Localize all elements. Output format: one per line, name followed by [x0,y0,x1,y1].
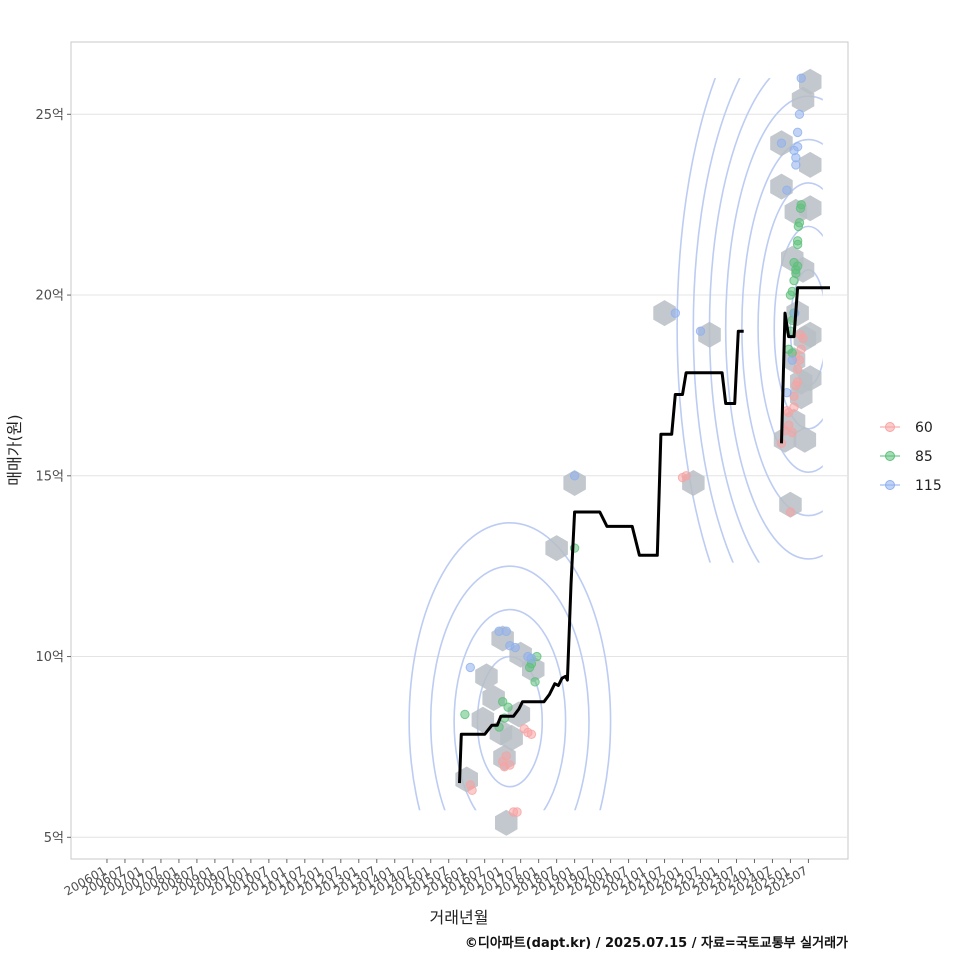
point-115 [787,355,797,365]
hexbin-cell [793,426,817,453]
density-contour [676,78,717,563]
caption: ©디아파트(dapt.kr) / 2025.07.15 / 자료=국토교통부 실… [465,935,848,951]
legend-label: 85 [915,449,933,465]
point-85 [791,265,801,275]
hexbin-cell [799,365,822,392]
point-85 [460,709,470,720]
point-60 [792,364,803,374]
point-60 [789,402,799,412]
point-60 [792,377,803,387]
y-axis-title: 매매가(원) [5,414,24,485]
x-axis: 2006012006072007012007072008012008072009… [62,859,810,899]
point-115 [791,152,801,163]
point-60 [785,507,796,517]
density-contour [741,138,823,517]
y-tick-label: 15억 [35,469,64,484]
point-85 [503,702,513,712]
point-60 [501,751,511,761]
point-115 [526,653,537,664]
point-115 [695,326,706,336]
density-contour [692,78,741,563]
hexbin-cell [563,470,586,496]
point-60 [467,785,477,796]
hexbin-cell [653,300,676,327]
density-contour [757,182,823,473]
y-tick-label: 25억 [35,108,64,123]
density-contour [453,608,567,811]
point-60 [512,807,522,817]
point-60 [526,729,537,739]
point-115 [569,471,580,481]
y-tick-label: 10억 [35,650,64,665]
x-axis-title: 거래년월 [430,908,489,927]
point-115 [792,142,803,152]
trend-line-2 [780,286,830,444]
point-115 [782,185,792,195]
point-85 [793,221,804,232]
point-60 [783,420,794,430]
hexbin-cell [799,151,822,178]
trend-lines [458,286,830,784]
y-axis: 5억 10억 15억 20억 25억 [35,108,71,846]
hexbin-cell [545,535,568,562]
plot-background [70,41,849,860]
legend-label: 115 [915,478,942,494]
legend-label: 60 [915,420,933,436]
point-85 [792,239,803,250]
point-60 [505,760,515,770]
grid-lines [71,113,848,838]
point-85 [787,286,797,297]
point-85 [795,203,806,213]
point-85 [530,677,540,687]
hexbin-cell [779,491,802,518]
point-115 [501,626,511,636]
point-115 [776,138,787,148]
point-115 [794,109,805,120]
point-115 [796,73,806,83]
hexbin-cell [475,663,498,690]
y-tick-label: 20억 [35,289,64,304]
point-60 [795,330,806,340]
legend-key-115 [885,480,895,490]
point-115 [465,662,475,673]
y-tick-label: 5억 [44,831,64,846]
point-115 [792,127,803,138]
legend: 60 85 115 [880,420,942,494]
hexbin-cell [500,724,523,751]
point-60 [681,471,691,481]
density-contour [429,565,590,811]
hexbin-cell [507,701,531,728]
legend-key-60 [885,422,895,432]
point-60 [796,344,806,354]
trend-line-1 [458,329,744,784]
legend-key-85 [885,451,895,461]
point-115 [510,642,520,653]
hexbin-cell [471,706,495,733]
point-115 [670,308,681,318]
density-contour [408,522,612,811]
point-60 [787,427,797,438]
